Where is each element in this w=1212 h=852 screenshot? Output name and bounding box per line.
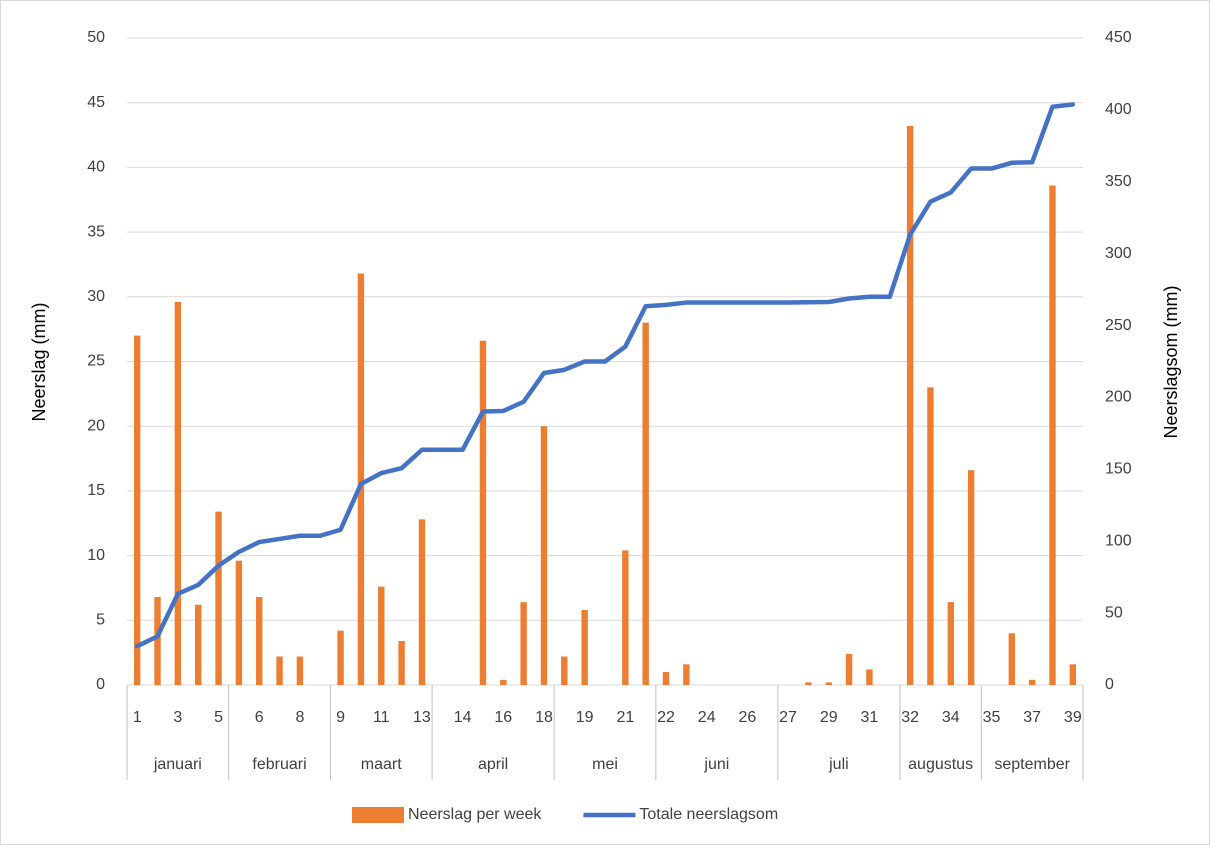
- bar: [256, 597, 263, 685]
- bar: [1028, 679, 1036, 685]
- group-label: augustus: [908, 756, 973, 773]
- bar: [662, 672, 670, 685]
- y2-tick-label: 450: [1105, 29, 1132, 46]
- bar: [825, 682, 832, 685]
- bar: [337, 630, 344, 685]
- bar: [296, 656, 304, 685]
- y-tick-label: 20: [87, 417, 105, 434]
- y-tick-label: 10: [87, 547, 105, 564]
- y2-tick-label: 300: [1105, 245, 1132, 262]
- legend-swatch: [352, 807, 404, 823]
- bar: [581, 609, 588, 685]
- x-tick-label: 11: [373, 709, 390, 726]
- y-tick-label: 40: [87, 159, 105, 176]
- bar: [276, 656, 283, 685]
- x-tick-label: 26: [738, 709, 756, 726]
- x-tick-label: 8: [295, 709, 304, 726]
- x-tick-label: 22: [657, 709, 675, 726]
- group-label: september: [994, 756, 1070, 773]
- x-tick-label: 27: [779, 709, 797, 726]
- bar: [947, 602, 954, 685]
- bar: [561, 656, 568, 685]
- bar: [154, 597, 161, 685]
- line: [134, 102, 1076, 649]
- x-tick-label: 14: [454, 709, 472, 726]
- bar: [906, 125, 914, 685]
- bar: [215, 511, 222, 685]
- bar: [927, 387, 934, 685]
- bar: [235, 560, 243, 685]
- y2-tick-label: 100: [1105, 532, 1132, 549]
- x-tick-label: 3: [173, 709, 182, 726]
- group-label: mei: [592, 756, 618, 773]
- x-tick-label: 39: [1064, 709, 1082, 726]
- group-label: april: [478, 756, 508, 773]
- bar: [622, 550, 629, 685]
- x-tick-label: 32: [901, 709, 919, 726]
- group-label: maart: [361, 756, 402, 773]
- group-label: februari: [252, 756, 306, 773]
- x-tick-label: 37: [1023, 709, 1041, 726]
- bar: [133, 335, 141, 685]
- bar: [866, 669, 873, 685]
- y2-tick-label: 150: [1105, 461, 1132, 478]
- bar: [1049, 185, 1056, 686]
- bar: [683, 664, 690, 685]
- y-tick-label: 15: [87, 482, 105, 499]
- x-tick-label: 21: [616, 709, 634, 726]
- x-tick-label: 5: [214, 709, 223, 726]
- y-tick-label: 50: [87, 29, 105, 46]
- bar: [1069, 664, 1077, 685]
- x-tick-label: 1: [133, 709, 142, 726]
- y-tick-label: 35: [87, 223, 105, 240]
- y-axis-title: Neerslag (mm): [29, 302, 49, 421]
- bar: [500, 679, 507, 685]
- x-tick-label: 29: [820, 709, 838, 726]
- legend-label: Neerslag per week: [408, 806, 542, 823]
- bar: [418, 519, 426, 685]
- bar: [967, 470, 975, 685]
- bar: [845, 653, 853, 685]
- y-tick-label: 30: [87, 288, 105, 305]
- x-tick-label: 13: [413, 709, 431, 726]
- y-tick-label: 5: [96, 612, 105, 629]
- group-label: juli: [828, 756, 849, 773]
- y2-tick-label: 50: [1105, 604, 1123, 621]
- x-tick-label: 35: [983, 709, 1001, 726]
- bar: [194, 604, 202, 685]
- x-tick-label: 9: [336, 709, 345, 726]
- group-label: januari: [153, 756, 202, 773]
- x-tick-label: 19: [576, 709, 594, 726]
- bar: [520, 602, 527, 685]
- x-tick-label: 34: [942, 709, 960, 726]
- y2-tick-label: 350: [1105, 173, 1132, 190]
- bar: [357, 273, 365, 685]
- y2-tick-label: 400: [1105, 101, 1132, 118]
- y-tick-label: 45: [87, 94, 105, 111]
- y2-tick-label: 250: [1105, 317, 1132, 334]
- y-tick-label: 25: [87, 353, 105, 370]
- bar: [398, 641, 405, 685]
- x-tick-label: 16: [494, 709, 512, 726]
- y2-tick-label: 200: [1105, 389, 1132, 406]
- y2-axis-title: Neerslagsom (mm): [1161, 285, 1181, 438]
- bar: [378, 586, 385, 685]
- x-tick-label: 31: [861, 709, 879, 726]
- y2-tick-label: 0: [1105, 676, 1114, 693]
- bar: [479, 340, 487, 685]
- bar: [642, 322, 649, 685]
- x-tick-label: 24: [698, 709, 716, 726]
- legend-label: Totale neerslagsom: [639, 806, 778, 823]
- y-tick-label: 0: [96, 676, 105, 693]
- bar: [174, 301, 182, 685]
- x-tick-label: 18: [535, 709, 553, 726]
- group-label: juni: [703, 756, 729, 773]
- bar: [1008, 633, 1016, 685]
- bar: [540, 426, 548, 685]
- x-tick-label: 6: [255, 709, 264, 726]
- bar: [805, 682, 812, 685]
